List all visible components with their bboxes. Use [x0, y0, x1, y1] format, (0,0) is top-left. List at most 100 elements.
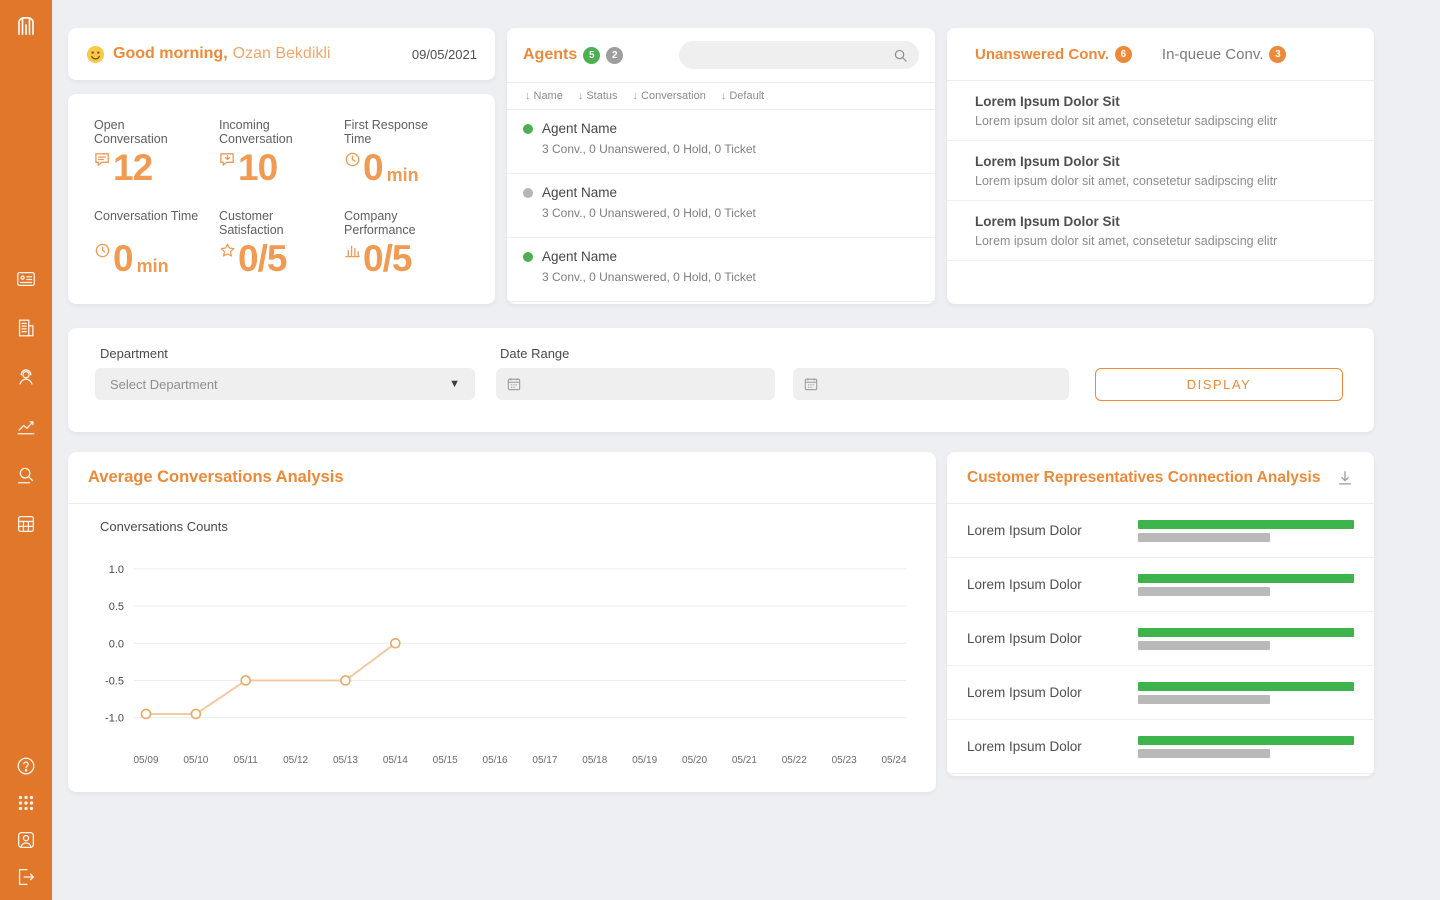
disconnected-bar	[1138, 749, 1270, 758]
agent-row[interactable]: Agent Name 3 Conv., 0 Unanswered, 0 Hold…	[507, 110, 935, 174]
disconnected-bar	[1138, 641, 1270, 650]
average-conversations-card: Average Conversations Analysis Conversat…	[68, 452, 936, 792]
sort-down-icon: ↓	[633, 90, 639, 102]
conversation-subtitle: Lorem ipsum dolor sit amet, consetetur s…	[975, 174, 1346, 188]
dashboard-screen: Good morning, Ozan Bekdikli 09/05/2021 O…	[0, 0, 1440, 900]
chevron-down-icon: ▼	[449, 378, 460, 390]
stat-company-performance: Company Performance 0/5	[344, 209, 469, 286]
app-logo-icon	[12, 12, 40, 40]
chart-title: Average Conversations Analysis	[88, 468, 344, 487]
sort-down-icon: ↓	[721, 90, 727, 102]
agent-details: 3 Conv., 0 Unanswered, 0 Hold, 0 Ticket	[542, 270, 919, 284]
download-icon[interactable]	[1336, 469, 1354, 487]
chart-header: Average Conversations Analysis	[68, 452, 936, 504]
incoming-chat-icon	[219, 151, 236, 173]
analytics-icon[interactable]	[15, 415, 37, 437]
agents-offline-badge: 2	[606, 47, 623, 64]
bar-chart-icon	[344, 242, 361, 264]
svg-text:05/21: 05/21	[732, 755, 757, 766]
tab-unanswered-conversations[interactable]: Unanswered Conv. 6	[975, 46, 1132, 63]
calendar-icon	[507, 377, 521, 391]
stat-first-response-time: First Response Time 0 min	[344, 118, 469, 195]
svg-text:05/10: 05/10	[183, 755, 208, 766]
search-icon[interactable]	[893, 48, 908, 63]
sort-by-default[interactable]: ↓Default	[721, 90, 764, 102]
reports-icon[interactable]	[15, 268, 37, 290]
apps-grid-icon[interactable]	[15, 792, 37, 814]
connection-analysis-card: Customer Representatives Connection Anal…	[947, 452, 1374, 776]
agent-row[interactable]: Agent Name 3 Conv., 0 Unanswered, 0 Hold…	[507, 174, 935, 238]
sort-by-name[interactable]: ↓Name	[525, 90, 563, 102]
svg-text:05/24: 05/24	[881, 755, 906, 766]
sort-by-status[interactable]: ↓Status	[578, 90, 618, 102]
connection-title: Customer Representatives Connection Anal…	[967, 469, 1336, 487]
logout-icon[interactable]	[15, 866, 37, 888]
agent-row[interactable]: Agent Name 3 Conv., 0 Unanswered, 0 Hold…	[507, 238, 935, 302]
svg-text:05/12: 05/12	[283, 755, 308, 766]
current-date: 09/05/2021	[412, 47, 477, 62]
conversation-title: Lorem Ipsum Dolor Sit	[975, 214, 1346, 229]
svg-text:1.0: 1.0	[109, 564, 124, 576]
svg-text:05/23: 05/23	[832, 755, 857, 766]
status-dot	[523, 124, 533, 134]
agents-header: Agents 5 2	[507, 28, 935, 82]
stats-card: Open Conversation 12 Incoming Conversati…	[68, 94, 495, 304]
department-label: Department	[100, 346, 168, 361]
clock-icon	[94, 242, 111, 264]
svg-text:-1.0: -1.0	[105, 713, 124, 725]
sidebar-nav	[15, 268, 37, 535]
conversation-item[interactable]: Lorem Ipsum Dolor Sit Lorem ipsum dolor …	[947, 81, 1374, 141]
account-icon[interactable]	[15, 829, 37, 851]
search-monitor-icon[interactable]	[15, 464, 37, 486]
agents-card: Agents 5 2 ↓Name ↓Status ↓Conversation ↓…	[507, 28, 935, 304]
conversation-subtitle: Lorem ipsum dolor sit amet, consetetur s…	[975, 234, 1346, 248]
unanswered-count-badge: 6	[1115, 46, 1132, 63]
clock-icon	[344, 151, 361, 173]
sidebar	[0, 0, 52, 900]
connection-row: Lorem Ipsum Dolor	[947, 666, 1374, 720]
schedule-grid-icon[interactable]	[15, 513, 37, 535]
tab-inqueue-conversations[interactable]: In-queue Conv. 3	[1162, 46, 1286, 63]
svg-text:05/14: 05/14	[383, 755, 408, 766]
stat-conversation-time: Conversation Time 0 min	[94, 209, 219, 286]
agents-column-headers: ↓Name ↓Status ↓Conversation ↓Default	[507, 82, 935, 110]
svg-text:05/17: 05/17	[532, 755, 557, 766]
svg-text:05/22: 05/22	[782, 755, 807, 766]
user-name: Ozan Bekdikli	[233, 45, 331, 63]
agents-search-input[interactable]	[690, 48, 893, 62]
date-to-field[interactable]	[793, 368, 1069, 400]
connection-row: Lorem Ipsum Dolor	[947, 504, 1374, 558]
agent-name: Agent Name	[542, 185, 617, 200]
svg-text:-0.5: -0.5	[105, 675, 124, 687]
connection-row: Lorem Ipsum Dolor	[947, 720, 1374, 774]
connected-bar	[1138, 574, 1354, 583]
stat-incoming-conversation: Incoming Conversation 10	[219, 118, 344, 195]
conversation-item[interactable]: Lorem Ipsum Dolor Sit Lorem ipsum dolor …	[947, 201, 1374, 261]
date-to-input[interactable]	[826, 377, 1058, 391]
documents-icon[interactable]	[15, 317, 37, 339]
display-button[interactable]: DISPLAY	[1095, 368, 1343, 401]
sort-down-icon: ↓	[525, 90, 531, 102]
svg-text:05/16: 05/16	[483, 755, 508, 766]
calendar-icon	[804, 377, 818, 391]
svg-text:05/15: 05/15	[433, 755, 458, 766]
department-select[interactable]: Select Department ▼	[95, 368, 475, 400]
agents-icon[interactable]	[15, 366, 37, 388]
chat-bubble-icon	[94, 151, 111, 173]
sort-by-conversation[interactable]: ↓Conversation	[633, 90, 706, 102]
connected-bar	[1138, 736, 1354, 745]
agent-name: Agent Name	[542, 121, 617, 136]
greeting-title: Good morning,	[113, 45, 228, 63]
date-from-input[interactable]	[529, 377, 764, 391]
agent-details: 3 Conv., 0 Unanswered, 0 Hold, 0 Ticket	[542, 142, 919, 156]
svg-text:05/18: 05/18	[582, 755, 607, 766]
stat-open-conversation: Open Conversation 12	[94, 118, 219, 195]
agents-search[interactable]	[679, 41, 919, 69]
help-icon[interactable]	[15, 755, 37, 777]
stat-customer-satisfaction: Customer Satisfaction 0/5	[219, 209, 344, 286]
disconnected-bar	[1138, 695, 1270, 704]
agents-online-badge: 5	[583, 47, 600, 64]
agents-title: Agents	[523, 46, 577, 64]
date-from-field[interactable]	[496, 368, 775, 400]
conversation-item[interactable]: Lorem Ipsum Dolor Sit Lorem ipsum dolor …	[947, 141, 1374, 201]
